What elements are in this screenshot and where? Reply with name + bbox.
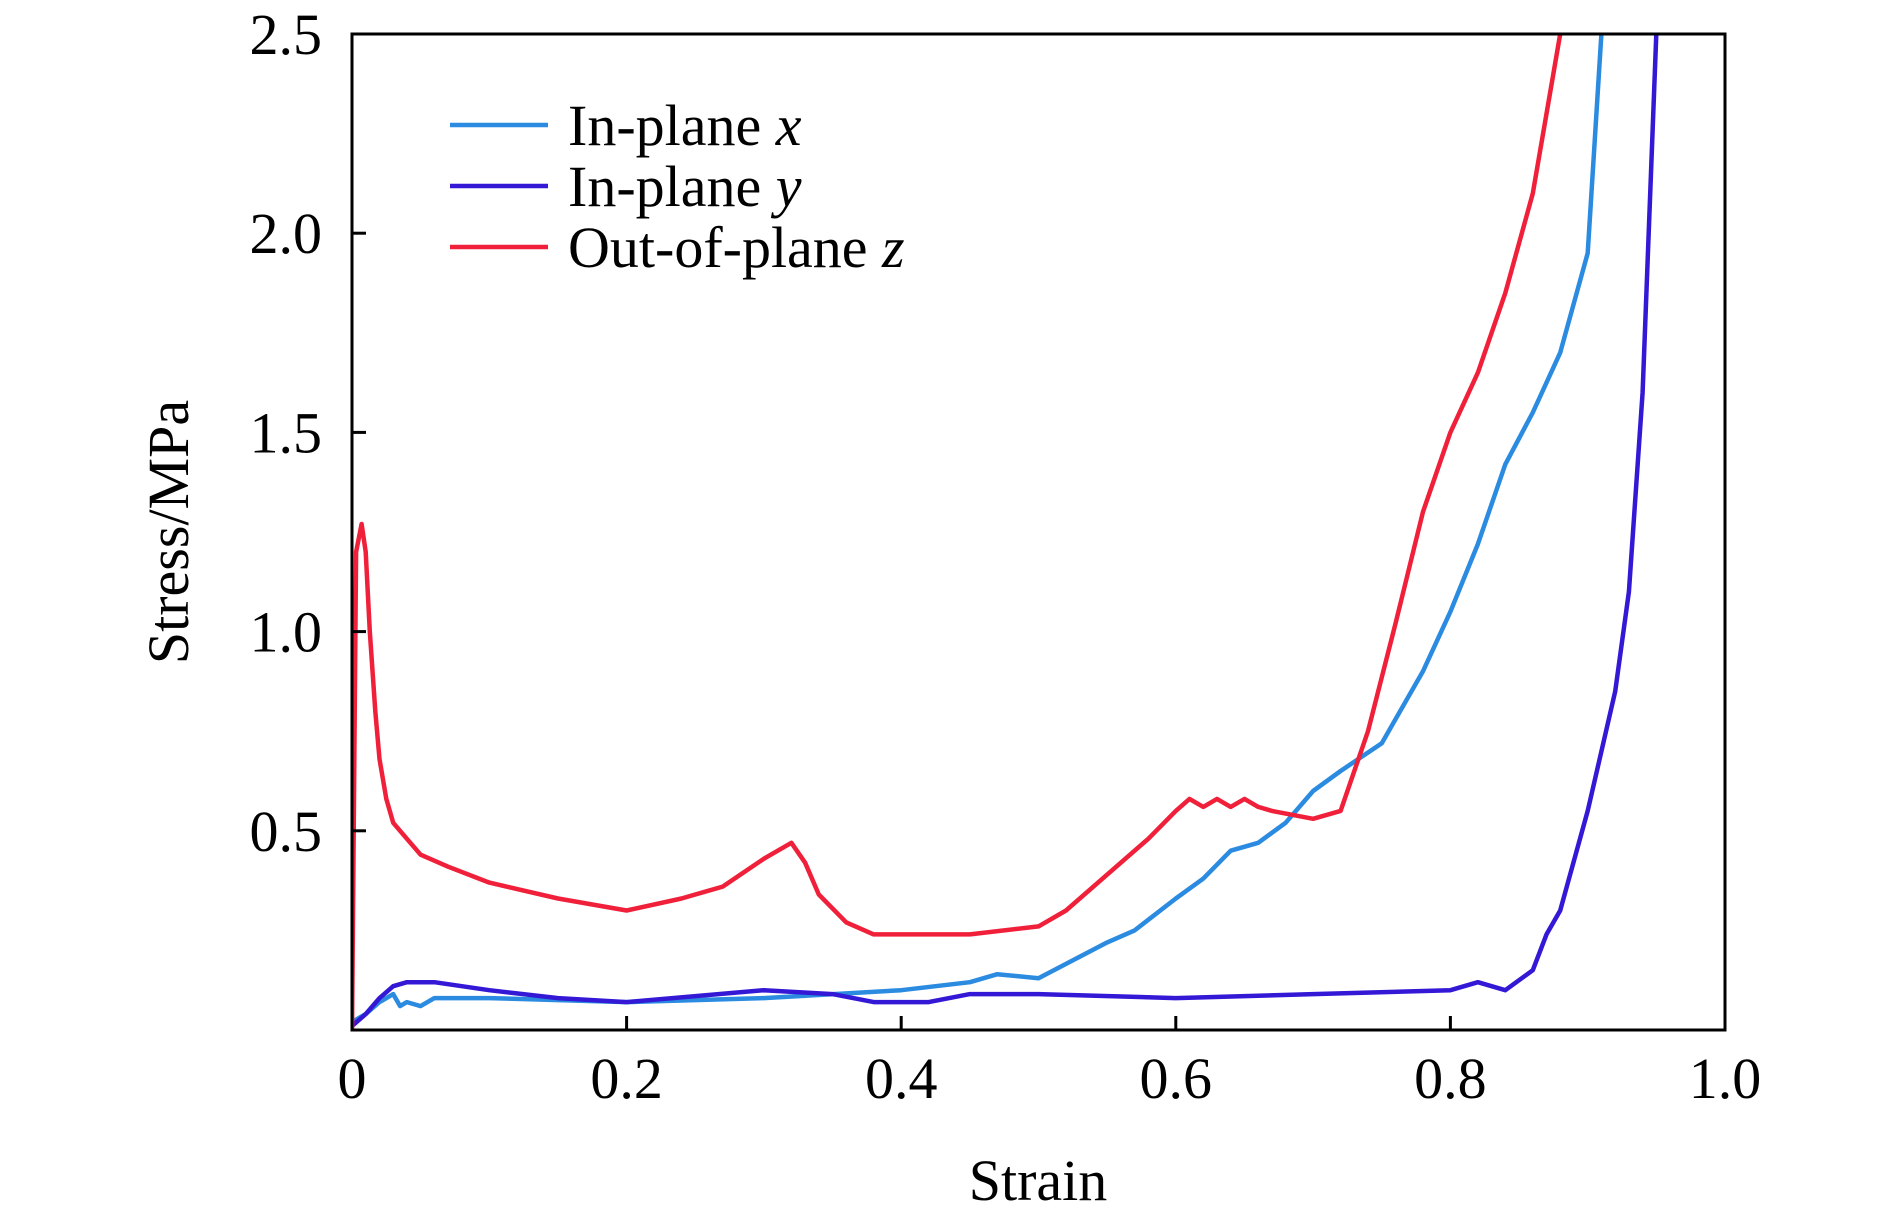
legend-label-variable: z [881,215,905,280]
series-line-0 [352,34,1604,1025]
y-tick-label: 1.5 [250,400,323,465]
legend-entry: In-plane y [568,154,802,219]
legend-label-text: In-plane [568,93,776,158]
x-axis-title: Strain [969,1148,1108,1213]
legend-label-text: Out-of-plane [568,215,882,280]
x-tick-label: 0.8 [1414,1046,1487,1111]
legend-entry: In-plane x [568,93,802,158]
x-tick-label: 0 [338,1046,367,1111]
y-tick-label: 2.0 [250,201,323,266]
y-axis-title: Stress/MPa [136,400,201,664]
x-tick-label: 0.4 [865,1046,938,1111]
y-tick-label: 2.5 [250,2,323,67]
series-line-2 [352,34,1563,1030]
y-tick-label: 0.5 [250,799,323,864]
x-axis-ticks: 0 0.2 0.4 0.6 0.8 1.0 [338,1016,1762,1111]
legend-label-variable: x [775,93,802,158]
y-tick-label: 1.0 [250,600,323,665]
x-tick-label: 1.0 [1689,1046,1762,1111]
legend-label-text: In-plane [568,154,776,219]
plot-curves [352,34,1659,1030]
series-line-1 [352,34,1659,1029]
y-axis-ticks: 0.5 1.0 1.5 2.0 2.5 [250,2,366,864]
x-tick-label: 0.6 [1140,1046,1213,1111]
legend-entry: Out-of-plane z [568,215,905,280]
legend-label-variable: y [771,154,802,219]
x-tick-label: 0.2 [590,1046,663,1111]
plot-frame [350,32,1727,1032]
